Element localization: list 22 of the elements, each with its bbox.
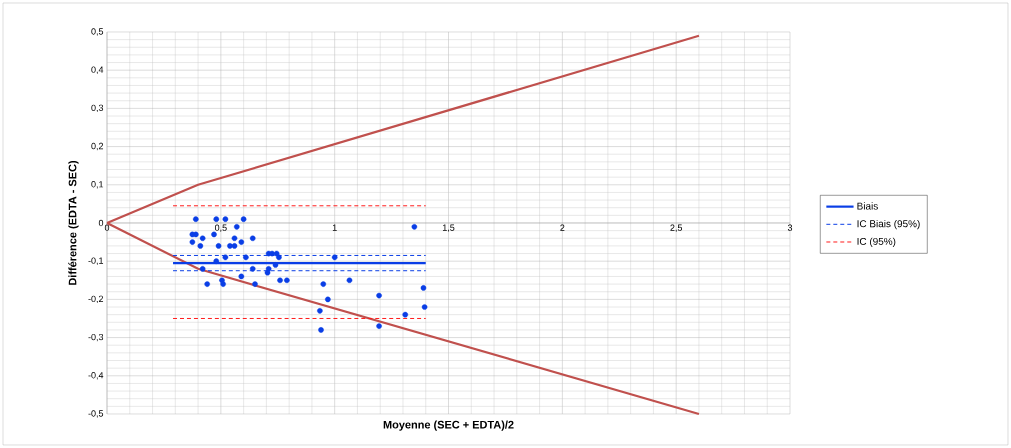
- y-tick-label: 0,2: [91, 142, 104, 151]
- x-tick-label: 1,5: [442, 224, 455, 232]
- y-tick-label: -0,5: [88, 410, 104, 418]
- x-tick-label: 3: [787, 224, 793, 231]
- x-tick-label: 1: [332, 224, 337, 231]
- x-tick-label: 2,5: [670, 224, 683, 232]
- legend-label: Biais: [857, 202, 878, 210]
- legend-label: IC (95%): [857, 237, 896, 247]
- y-tick-label: 0,5: [91, 28, 104, 36]
- legend-label: IC Biais (95%): [857, 219, 920, 230]
- y-tick-label: 0,1: [91, 181, 104, 189]
- y-tick-label: 0,4: [91, 66, 104, 74]
- x-tick-label: 0,5: [214, 224, 227, 232]
- y-tick-label: -0,2: [88, 295, 104, 304]
- y-tick-label: -0,4: [88, 372, 104, 380]
- x-axis-title: Moyenne (SEC + EDTA)/2: [383, 420, 514, 431]
- y-tick-label: -0,1: [88, 257, 104, 265]
- x-tick-label: 2: [560, 224, 565, 231]
- y-axis-title: Différence (EDTA - SEC): [68, 160, 79, 285]
- y-tick-label: -0,3: [88, 333, 104, 342]
- x-tick-label: 0: [104, 224, 110, 231]
- y-tick-label: 0,3: [91, 104, 104, 113]
